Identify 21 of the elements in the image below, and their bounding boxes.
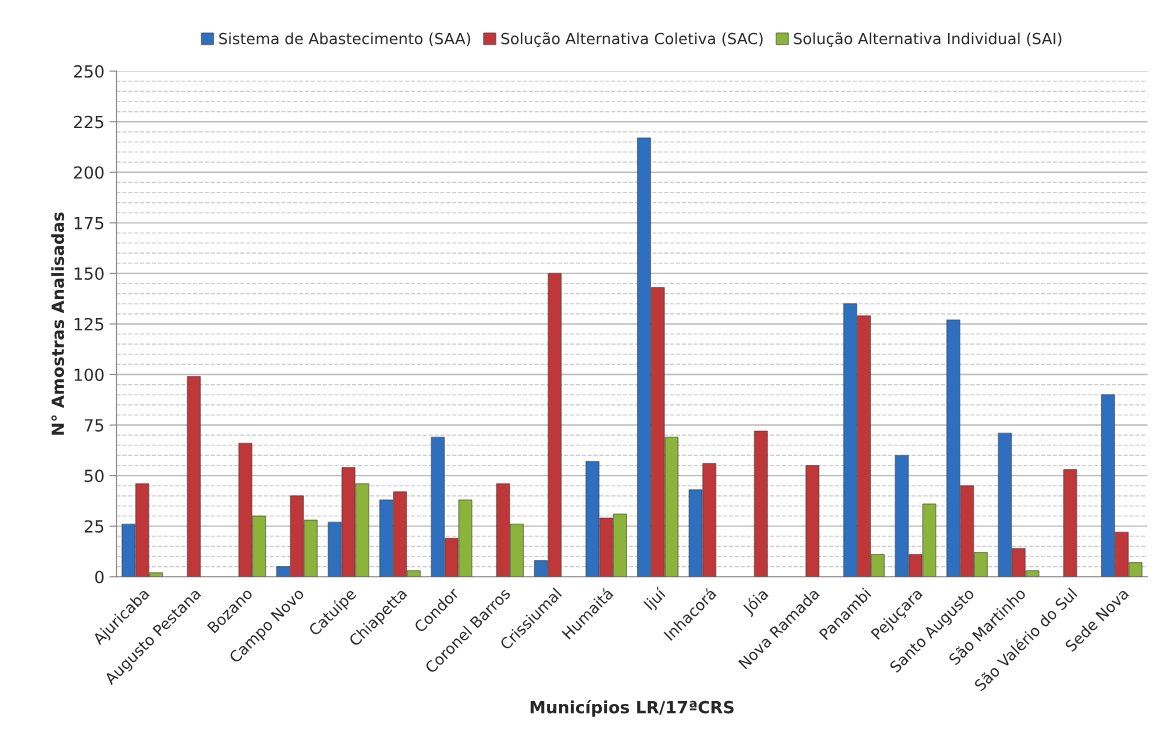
y-tick-label: 150	[74, 267, 104, 280]
y-tick-label: 50	[84, 469, 104, 483]
legend-label: Sistema de Abastecimento (SAA)	[219, 32, 471, 47]
bar	[1063, 469, 1078, 577]
y-tick-label: 0	[95, 570, 104, 584]
y-axis-title: N° Amostras Analisadas	[51, 212, 65, 435]
x-axis-title: Municípios LR/17ªCRS	[530, 699, 734, 717]
bar	[805, 465, 820, 577]
y-tick-label: 25	[84, 520, 104, 533]
y-tick-label: 100	[74, 368, 104, 382]
bar	[754, 430, 768, 577]
y-tick-label: 125	[74, 317, 104, 331]
y-tick-label: 75	[84, 419, 104, 432]
y-tick-label: 225	[74, 115, 104, 129]
bar	[187, 376, 201, 577]
legend-label: Solução Alternativa Coletiva (SAC)	[501, 32, 763, 48]
y-tick-label: 175	[74, 217, 104, 230]
y-tick-label: 200	[74, 166, 104, 179]
legend-label: Solução Alternativa Individual (SAI)	[793, 32, 1062, 48]
y-tick-label: 250	[74, 65, 104, 78]
x-tick-label: Ijuí	[642, 586, 669, 613]
